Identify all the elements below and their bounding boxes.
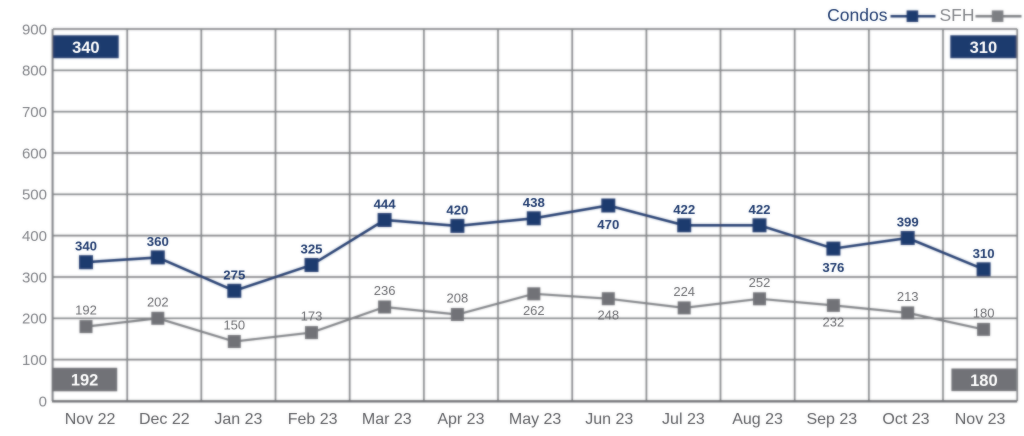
svg-text:300: 300	[22, 269, 47, 286]
svg-text:800: 800	[22, 63, 47, 80]
svg-text:Aug 23: Aug 23	[732, 411, 783, 428]
svg-text:Jan 23: Jan 23	[214, 411, 262, 428]
svg-text:Sep 23: Sep 23	[806, 411, 857, 428]
svg-text:399: 399	[897, 215, 919, 230]
svg-text:310: 310	[970, 39, 998, 57]
svg-text:224: 224	[673, 284, 695, 299]
svg-text:173: 173	[301, 309, 323, 324]
svg-text:420: 420	[446, 202, 468, 217]
svg-text:180: 180	[973, 305, 995, 320]
svg-text:376: 376	[822, 260, 844, 275]
svg-text:Jul 23: Jul 23	[662, 411, 705, 428]
svg-text:Nov 22: Nov 22	[65, 411, 116, 428]
svg-text:422: 422	[748, 202, 770, 217]
svg-text:236: 236	[374, 283, 396, 298]
svg-text:May 23: May 23	[509, 411, 562, 428]
svg-text:202: 202	[147, 294, 169, 309]
svg-text:Feb 23: Feb 23	[288, 411, 338, 428]
svg-text:248: 248	[597, 308, 619, 323]
svg-text:200: 200	[22, 311, 47, 328]
svg-text:180: 180	[970, 372, 998, 390]
svg-text:Oct 23: Oct 23	[882, 411, 929, 428]
svg-text:213: 213	[897, 289, 919, 304]
svg-text:275: 275	[223, 267, 245, 282]
svg-text:232: 232	[823, 314, 845, 329]
svg-text:600: 600	[22, 145, 47, 162]
svg-text:444: 444	[374, 197, 397, 212]
svg-text:422: 422	[673, 202, 695, 217]
svg-text:325: 325	[300, 242, 322, 257]
svg-text:100: 100	[22, 352, 47, 369]
svg-text:192: 192	[75, 303, 97, 318]
svg-text:SFH: SFH	[940, 5, 975, 25]
svg-text:Mar 23: Mar 23	[362, 411, 412, 428]
svg-text:Dec 22: Dec 22	[139, 411, 190, 428]
svg-text:340: 340	[72, 39, 100, 57]
svg-text:252: 252	[749, 275, 771, 290]
svg-text:Condos: Condos	[827, 5, 888, 25]
svg-text:262: 262	[523, 303, 545, 318]
svg-text:500: 500	[22, 187, 47, 204]
svg-text:Jun 23: Jun 23	[585, 411, 633, 428]
svg-text:400: 400	[22, 228, 47, 245]
svg-text:208: 208	[447, 291, 469, 306]
svg-text:Apr 23: Apr 23	[437, 411, 484, 428]
svg-text:192: 192	[71, 372, 99, 390]
svg-text:340: 340	[75, 239, 97, 254]
svg-text:310: 310	[973, 246, 995, 261]
svg-text:360: 360	[147, 234, 169, 249]
svg-text:700: 700	[22, 104, 47, 121]
svg-text:438: 438	[523, 195, 545, 210]
svg-text:470: 470	[597, 217, 619, 232]
svg-text:Nov 23: Nov 23	[955, 411, 1006, 428]
svg-text:900: 900	[22, 21, 47, 38]
svg-text:150: 150	[223, 318, 245, 333]
svg-text:0: 0	[39, 393, 47, 410]
